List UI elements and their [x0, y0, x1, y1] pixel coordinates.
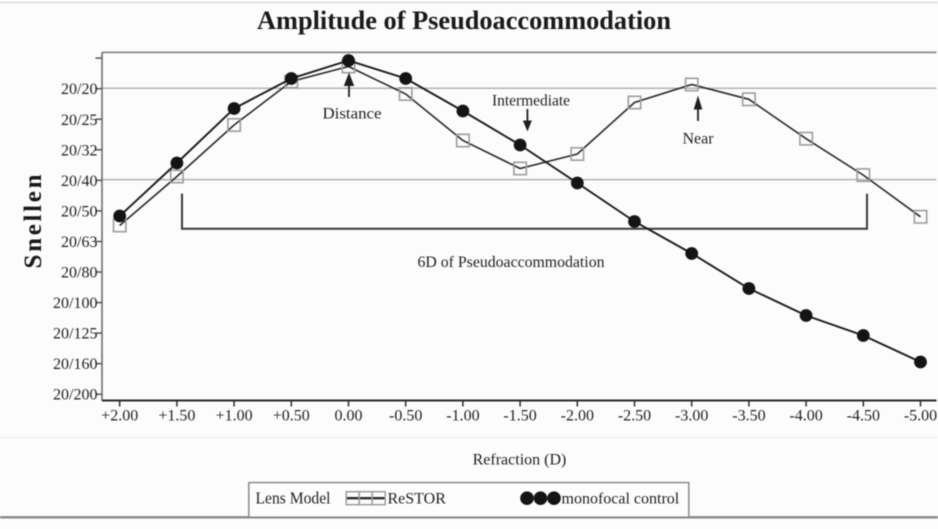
svg-text:-3.50: -3.50 [732, 408, 765, 425]
svg-text:-2.50: -2.50 [618, 408, 651, 425]
svg-text:ReSTOR: ReSTOR [388, 491, 447, 508]
svg-text:20/125: 20/125 [53, 326, 97, 343]
svg-text:-1.00: -1.00 [446, 408, 479, 425]
svg-text:+2.00: +2.00 [101, 408, 138, 425]
svg-text:20/40: 20/40 [61, 173, 97, 190]
svg-text:-3.00: -3.00 [675, 408, 708, 425]
svg-text:-1.50: -1.50 [503, 408, 536, 425]
svg-text:Intermediate: Intermediate [492, 93, 570, 110]
svg-text:+1.00: +1.00 [216, 408, 253, 425]
svg-text:-2.00: -2.00 [561, 408, 594, 425]
svg-text:20/80: 20/80 [61, 265, 97, 282]
svg-text:0.00: 0.00 [335, 408, 363, 425]
svg-text:-5.00: -5.00 [904, 408, 937, 425]
svg-text:+1.50: +1.50 [158, 408, 195, 425]
svg-text:20/32: 20/32 [61, 142, 97, 159]
svg-text:20/63: 20/63 [61, 234, 97, 251]
svg-text:20/50: 20/50 [61, 203, 97, 220]
svg-text:20/160: 20/160 [53, 356, 97, 373]
svg-text:20/20: 20/20 [61, 81, 97, 98]
svg-text:+0.50: +0.50 [273, 408, 310, 425]
svg-text:20/100: 20/100 [53, 295, 97, 312]
svg-text:-4.00: -4.00 [789, 408, 822, 425]
svg-text:Near: Near [682, 131, 714, 148]
svg-text:6D of Pseudoaccommodation: 6D of Pseudoaccommodation [418, 254, 605, 271]
svg-text:monofocal control: monofocal control [562, 491, 680, 508]
svg-text:-0.50: -0.50 [389, 408, 422, 425]
svg-text:Lens Model: Lens Model [256, 489, 331, 508]
svg-text:Amplitude of Pseudoaccommodati: Amplitude of Pseudoaccommodation [257, 6, 672, 35]
svg-text:Refraction (D): Refraction (D) [473, 452, 567, 469]
svg-text:20/25: 20/25 [61, 112, 97, 129]
svg-text:-4.50: -4.50 [847, 408, 880, 425]
svg-text:20/200: 20/200 [53, 387, 97, 404]
svg-text:Distance: Distance [323, 106, 382, 123]
